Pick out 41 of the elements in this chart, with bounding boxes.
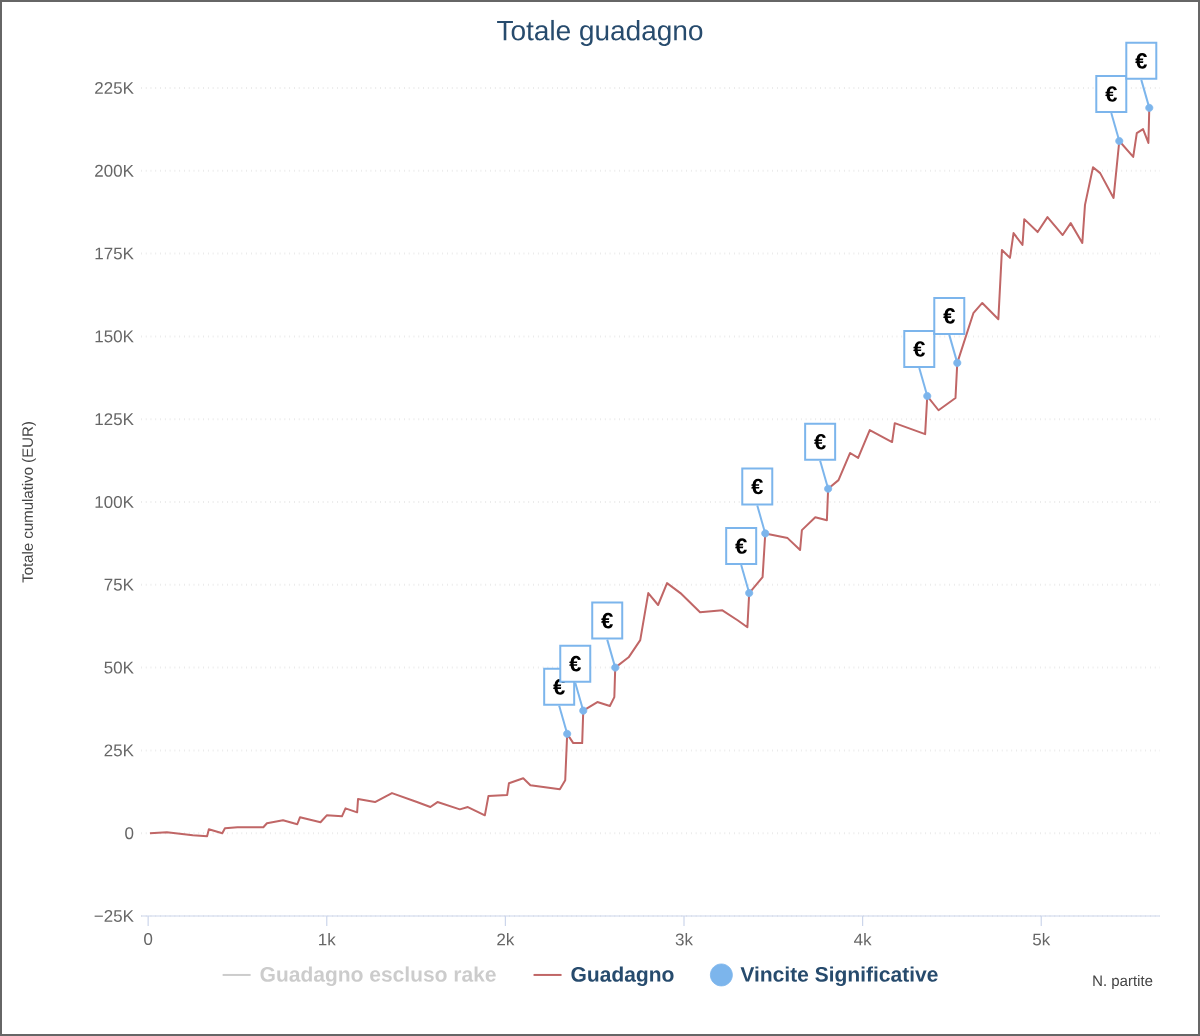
x-tick-label: 3k xyxy=(675,933,693,946)
y-tick-label: 125K xyxy=(95,413,134,426)
annotation: € xyxy=(814,433,826,450)
point xyxy=(923,392,932,401)
y-tick-label: 100K xyxy=(95,495,134,509)
y-tick-label: 25K xyxy=(104,744,134,757)
x-tick-label: 1k xyxy=(319,933,336,946)
y-tick-label: 50K xyxy=(104,661,134,674)
y-tick-label: −25K xyxy=(94,909,134,923)
y-tick-label: 200K xyxy=(95,164,134,177)
point xyxy=(611,663,620,672)
x-tick-label: 2k xyxy=(497,933,515,946)
x-tick-label: 5k xyxy=(1032,933,1051,946)
annotation: € xyxy=(751,478,763,495)
y-axis-title: Totale cumulativo (EUR) xyxy=(21,422,36,583)
y-tick-label: 0 xyxy=(125,827,134,840)
y-tick-label: 175K xyxy=(95,247,134,260)
annotation: € xyxy=(1105,86,1118,102)
chart-title: Totale guadagno xyxy=(497,19,703,47)
legend-label: Guadagno xyxy=(571,966,674,987)
x-tick-label: 0 xyxy=(144,933,153,946)
point xyxy=(1115,136,1124,145)
y-tick-label: 225K xyxy=(95,81,134,94)
point xyxy=(579,706,588,715)
annotation: € xyxy=(569,655,581,672)
point xyxy=(1145,103,1154,112)
point xyxy=(745,589,754,598)
point xyxy=(563,729,572,738)
annotation: € xyxy=(943,308,956,324)
annotation: € xyxy=(735,538,747,554)
point xyxy=(761,529,770,538)
annotation: € xyxy=(601,612,613,629)
annotation: € xyxy=(1135,53,1148,69)
point xyxy=(824,484,833,493)
point xyxy=(953,358,962,367)
y-tick-label: 75K xyxy=(104,578,134,591)
legend-label: Vincite Significative xyxy=(740,966,938,987)
x-axis-title: N. partite xyxy=(1093,975,1153,990)
x-tick-label: 4k xyxy=(854,933,872,946)
annotation: € xyxy=(913,341,925,357)
y-tick-label: 150K xyxy=(95,330,134,343)
